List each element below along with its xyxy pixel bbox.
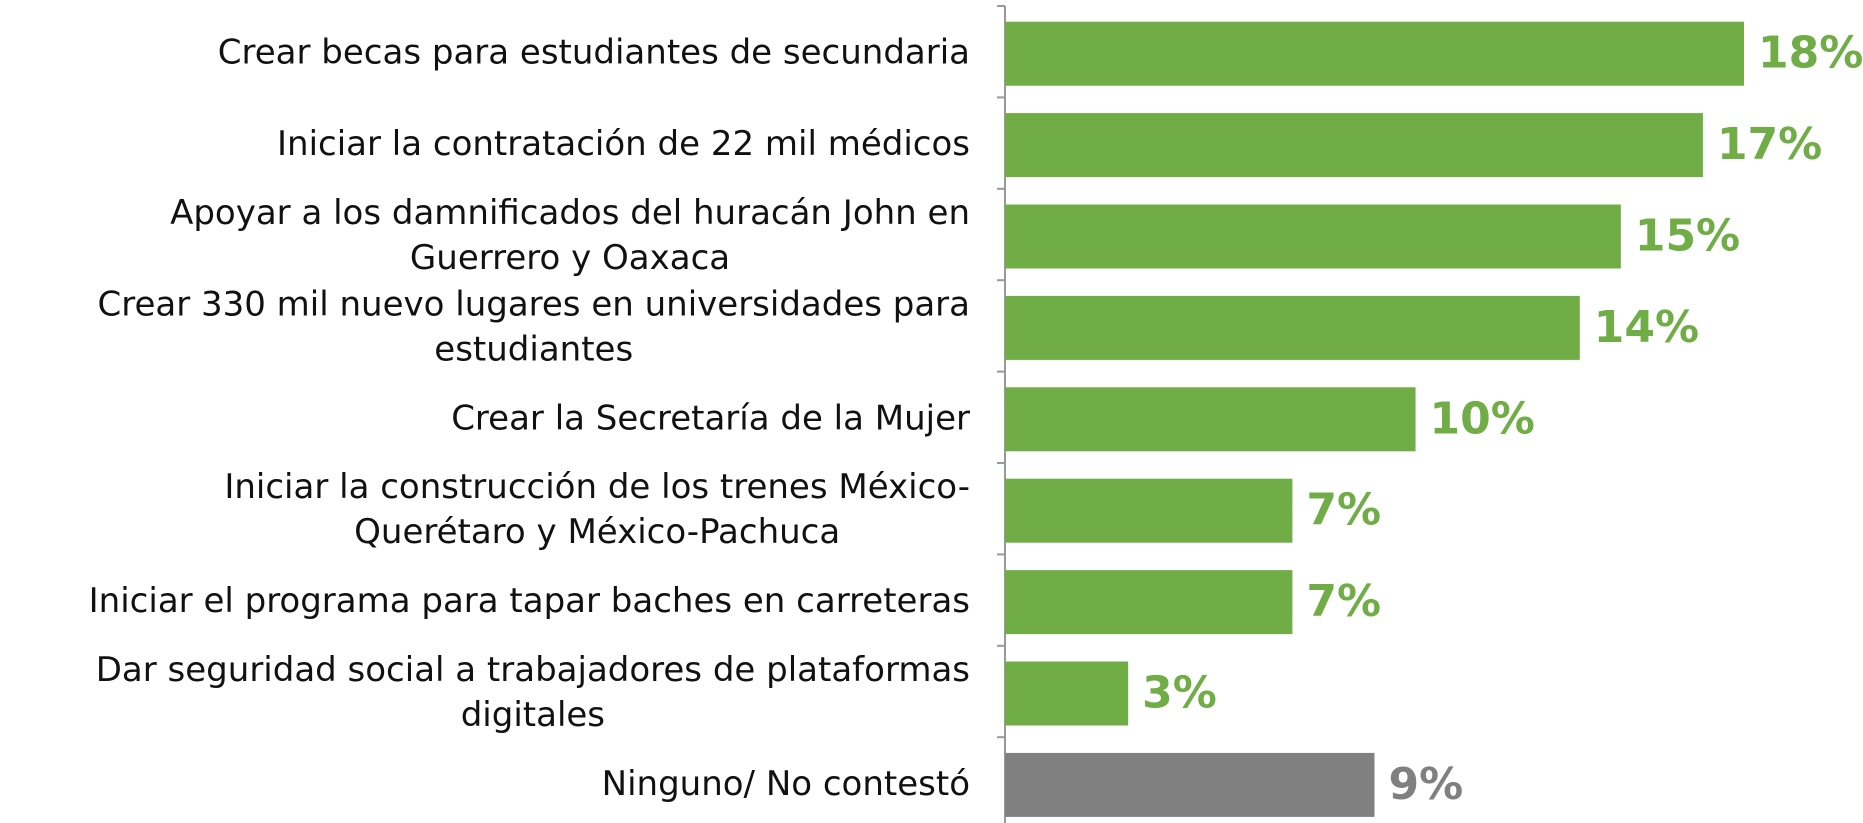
category-label-line: Crear 330 mil nuevo lugares en universid… <box>97 284 970 324</box>
bar <box>1005 295 1580 360</box>
value-label: 14% <box>1594 302 1699 353</box>
category-label-line: Querétaro y México-Pachuca <box>354 512 840 552</box>
bar <box>1005 387 1416 452</box>
category-label: Crear 330 mil nuevo lugares en universid… <box>97 284 970 369</box>
category-label: Iniciar el programa para tapar baches en… <box>89 581 970 621</box>
category-label: Crear becas para estudiantes de secundar… <box>218 32 970 72</box>
category-label-line: digitales <box>461 695 605 735</box>
category-label: Apoyar a los damnificados del huracán Jo… <box>170 193 970 278</box>
value-label: 10% <box>1430 393 1535 444</box>
bar <box>1005 570 1293 635</box>
value-label: 15% <box>1635 211 1740 262</box>
category-label-line: Iniciar la contratación de 22 mil médico… <box>277 124 970 164</box>
value-label: 7% <box>1306 576 1381 627</box>
bar <box>1005 752 1375 817</box>
category-label: Ninguno/ No contestó <box>602 763 970 803</box>
value-label: 3% <box>1142 668 1217 719</box>
bar <box>1005 113 1703 178</box>
category-label: Iniciar la contratación de 22 mil médico… <box>277 124 970 164</box>
bar <box>1005 204 1621 269</box>
category-label: Crear la Secretaría de la Mujer <box>451 398 970 438</box>
value-label: 18% <box>1758 28 1863 79</box>
bar <box>1005 21 1744 86</box>
value-label: 9% <box>1389 759 1464 810</box>
category-label-line: Apoyar a los damnificados del huracán Jo… <box>170 193 970 233</box>
category-label-line: Crear becas para estudiantes de secundar… <box>218 32 970 72</box>
category-label-line: Iniciar el programa para tapar baches en… <box>89 581 970 621</box>
category-label-line: Guerrero y Oaxaca <box>410 238 730 278</box>
category-label-line: estudiantes <box>434 329 633 369</box>
category-label: Dar seguridad social a trabajadores de p… <box>96 650 970 735</box>
category-label-line: Dar seguridad social a trabajadores de p… <box>96 650 970 690</box>
category-label-line: Ninguno/ No contestó <box>602 763 970 803</box>
category-label-line: Iniciar la construcción de los trenes Mé… <box>224 467 970 507</box>
category-label: Iniciar la construcción de los trenes Mé… <box>224 467 970 552</box>
value-label: 7% <box>1306 485 1381 536</box>
value-label: 17% <box>1717 119 1822 170</box>
bar <box>1005 478 1293 543</box>
category-label-line: Crear la Secretaría de la Mujer <box>451 398 970 438</box>
bar <box>1005 661 1129 726</box>
